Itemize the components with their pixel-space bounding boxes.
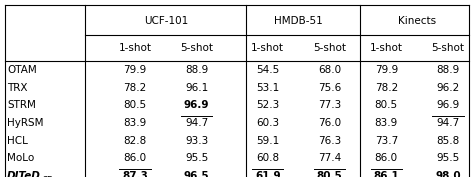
Text: 5-shot: 5-shot <box>431 43 465 53</box>
Text: 59.1: 59.1 <box>256 136 280 146</box>
Text: 78.2: 78.2 <box>374 83 398 93</box>
Text: UCF-101: UCF-101 <box>144 16 188 26</box>
Text: 95.5: 95.5 <box>185 153 209 163</box>
Text: 86.0: 86.0 <box>375 153 398 163</box>
Text: OTAM: OTAM <box>7 65 37 75</box>
Text: 77.4: 77.4 <box>318 153 341 163</box>
Text: 73.7: 73.7 <box>374 136 398 146</box>
Text: 68.0: 68.0 <box>318 65 341 75</box>
Text: 87.3: 87.3 <box>122 171 148 177</box>
Text: 96.2: 96.2 <box>436 83 460 93</box>
Text: 60.3: 60.3 <box>256 118 279 128</box>
Text: 61.9: 61.9 <box>255 171 281 177</box>
Text: 94.7: 94.7 <box>436 118 460 128</box>
Text: 53.1: 53.1 <box>256 83 280 93</box>
Text: TRX: TRX <box>7 83 27 93</box>
Text: 96.1: 96.1 <box>185 83 209 93</box>
Text: HCL: HCL <box>7 136 28 146</box>
Text: 54.5: 54.5 <box>256 65 280 75</box>
Text: 88.9: 88.9 <box>185 65 209 75</box>
Text: 1-shot: 1-shot <box>118 43 152 53</box>
Text: HMDB-51: HMDB-51 <box>274 16 323 26</box>
Text: MoLo: MoLo <box>7 153 34 163</box>
Text: 98.0: 98.0 <box>435 171 461 177</box>
Text: 86.0: 86.0 <box>124 153 146 163</box>
Text: 76.0: 76.0 <box>318 118 341 128</box>
Text: 96.9: 96.9 <box>436 100 460 110</box>
Text: 88.9: 88.9 <box>436 65 460 75</box>
Text: 95.5: 95.5 <box>436 153 460 163</box>
Text: 75.6: 75.6 <box>318 83 341 93</box>
Text: 78.2: 78.2 <box>123 83 147 93</box>
Text: 77.3: 77.3 <box>318 100 341 110</box>
Text: Kinects: Kinects <box>398 16 436 26</box>
Text: 83.9: 83.9 <box>374 118 398 128</box>
Text: CE: CE <box>42 176 53 177</box>
Text: DITeD: DITeD <box>7 171 41 177</box>
Text: 93.3: 93.3 <box>185 136 209 146</box>
Text: 80.5: 80.5 <box>317 171 342 177</box>
Text: 1-shot: 1-shot <box>370 43 403 53</box>
Text: STRM: STRM <box>7 100 36 110</box>
Text: 1-shot: 1-shot <box>251 43 284 53</box>
Text: 60.8: 60.8 <box>256 153 279 163</box>
Text: HyRSM: HyRSM <box>7 118 44 128</box>
Text: 76.3: 76.3 <box>318 136 341 146</box>
Text: 96.9: 96.9 <box>184 100 210 110</box>
Text: 5-shot: 5-shot <box>180 43 213 53</box>
Text: 83.9: 83.9 <box>123 118 147 128</box>
Text: 5-shot: 5-shot <box>313 43 346 53</box>
Text: 94.7: 94.7 <box>185 118 209 128</box>
Text: 80.5: 80.5 <box>375 100 398 110</box>
Text: 85.8: 85.8 <box>436 136 460 146</box>
Text: 79.9: 79.9 <box>123 65 147 75</box>
Text: 52.3: 52.3 <box>256 100 280 110</box>
Text: 82.8: 82.8 <box>123 136 147 146</box>
Text: 79.9: 79.9 <box>374 65 398 75</box>
Text: 80.5: 80.5 <box>124 100 146 110</box>
Text: 96.5: 96.5 <box>184 171 210 177</box>
Text: 86.1: 86.1 <box>374 171 399 177</box>
